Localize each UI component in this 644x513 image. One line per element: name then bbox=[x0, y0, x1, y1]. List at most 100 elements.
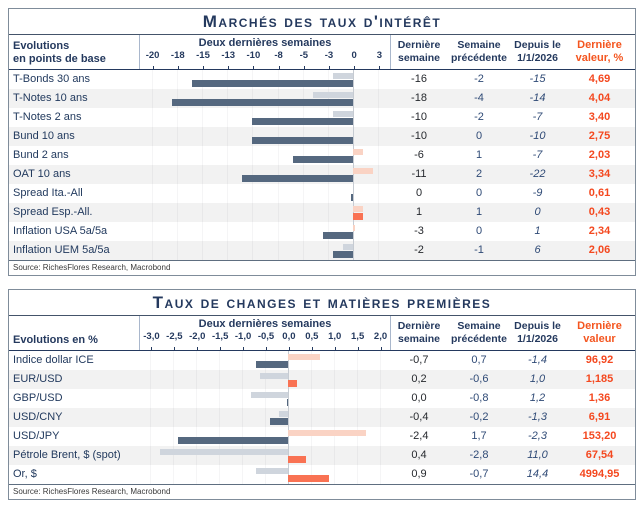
previous-week-value: -0,8 bbox=[469, 392, 489, 404]
previous-week-bar bbox=[343, 243, 354, 250]
axis-ticks: -20 -18 -15 -13 -10 -8 -5 -3 0 3 bbox=[140, 50, 390, 69]
row-bar-chart bbox=[139, 241, 391, 260]
last-week-value: -2 bbox=[414, 244, 424, 256]
last-week-bar bbox=[286, 398, 288, 406]
last-value: 67,54 bbox=[585, 449, 614, 461]
row-label: GBP/USD bbox=[13, 392, 63, 404]
last-week-value: -3 bbox=[414, 225, 424, 237]
previous-week-value: 0 bbox=[475, 187, 483, 199]
table-row: T-Bonds 30 ans -16 -2 -15 4,69 bbox=[9, 70, 635, 89]
axis-tick-mark bbox=[379, 66, 381, 69]
axis-tick-label: 0,5 bbox=[305, 331, 319, 342]
axis-tick-mark bbox=[266, 347, 267, 350]
since-jan-value: -10 bbox=[529, 130, 546, 142]
previous-week-bar bbox=[353, 205, 364, 212]
since-jan-value: -9 bbox=[532, 187, 543, 199]
table-row: Inflation UEM 5a/5a -2 -1 6 2,06 bbox=[9, 241, 635, 260]
table-header: Evolutions en % Deux dernières semaines … bbox=[9, 316, 635, 351]
previous-week-value: -4 bbox=[474, 92, 484, 104]
last-week-value: 0,9 bbox=[411, 468, 427, 480]
last-value: 4994,95 bbox=[579, 468, 620, 480]
axis-tick-label: -10 bbox=[246, 50, 261, 61]
since-jan-value: 6 bbox=[534, 244, 541, 256]
previous-week-bar bbox=[287, 429, 366, 436]
table-rows: T-Bonds 30 ans -16 -2 -15 4,69 T-Notes 10 ans… bbox=[9, 70, 635, 260]
column-header-ytd: Depuis le 1/1/2026 bbox=[514, 320, 561, 345]
last-value: 1,185 bbox=[585, 373, 614, 385]
last-week-value: 1 bbox=[415, 206, 423, 218]
last-week-bar bbox=[255, 360, 288, 368]
axis-tick-mark bbox=[152, 66, 154, 69]
table-row: Bund 10 ans -10 0 -10 2,75 bbox=[9, 127, 635, 146]
table-row: Indice dollar ICE -0,7 0,7 -1,4 96,92 bbox=[9, 351, 635, 370]
axis-tick-label: -20 bbox=[145, 50, 160, 61]
axis-tick-mark bbox=[253, 66, 255, 69]
previous-week-value: 1 bbox=[475, 149, 483, 161]
last-value: 3,34 bbox=[588, 168, 611, 180]
previous-week-bar bbox=[255, 467, 288, 474]
last-value: 3,40 bbox=[588, 111, 611, 123]
row-label: Inflation UEM 5a/5a bbox=[13, 244, 110, 256]
last-week-bar bbox=[353, 212, 364, 220]
axis-tick-mark bbox=[334, 347, 336, 350]
row-bar-chart bbox=[139, 108, 391, 127]
row-label: Inflation USA 5a/5a bbox=[13, 225, 108, 237]
last-value: 6,91 bbox=[588, 411, 611, 423]
row-bar-chart bbox=[139, 351, 391, 370]
table-row: Spread Ita.-All 0 0 -9 0,61 bbox=[9, 184, 635, 203]
row-bar-chart bbox=[139, 184, 391, 203]
last-value: 2,75 bbox=[588, 130, 611, 142]
last-week-bar bbox=[269, 417, 288, 425]
since-jan-value: 0 bbox=[534, 206, 541, 218]
table-row: Pétrole Brent, $ (spot) 0,4 -2,8 11,0 67,54 bbox=[9, 446, 635, 465]
table-row: Inflation USA 5a/5a -3 0 1 2,34 bbox=[9, 222, 635, 241]
axis-tick-label: 2,0 bbox=[373, 331, 388, 342]
unit-label: Evolutions en points de base bbox=[9, 35, 139, 69]
previous-week-bar bbox=[312, 91, 354, 98]
row-bar-chart bbox=[139, 146, 391, 165]
since-jan-value: 1,2 bbox=[529, 392, 546, 404]
axis-header: Deux dernières semaines -20 -18 -15 -13 -10-… bbox=[139, 35, 391, 69]
previous-week-bar bbox=[251, 391, 288, 398]
axis-tick-label: -5 bbox=[299, 50, 309, 61]
axis-tick-label: -18 bbox=[170, 50, 185, 61]
since-jan-value: 1 bbox=[534, 225, 541, 237]
axis-tick-mark bbox=[380, 347, 382, 350]
axis-header: Deux dernières semaines -3,0 -2,5 -2,0 -1,5… bbox=[139, 316, 391, 350]
since-jan-value: -1,3 bbox=[528, 411, 547, 423]
since-jan-value: -1,4 bbox=[528, 354, 547, 366]
last-value: 4,69 bbox=[588, 73, 611, 85]
table-row: EUR/USD 0,2 -0,6 1,0 1,185 bbox=[9, 370, 635, 389]
row-bar-chart bbox=[139, 408, 391, 427]
last-value: 0,61 bbox=[588, 187, 611, 199]
row-label: Pétrole Brent, $ (spot) bbox=[13, 449, 121, 461]
last-week-value: 0,0 bbox=[411, 392, 427, 404]
axis-tick-label: -15 bbox=[196, 50, 210, 61]
column-header-prev-week: Semaine précédente bbox=[450, 320, 508, 345]
row-bar-chart bbox=[139, 70, 391, 89]
column-header-last-week: Dernière semaine bbox=[397, 320, 441, 345]
last-week-value: -6 bbox=[414, 149, 424, 161]
axis-tick-label: -13 bbox=[221, 50, 236, 61]
last-week-value: -10 bbox=[411, 111, 427, 123]
axis-tick-mark bbox=[243, 347, 245, 350]
previous-week-value: 1,7 bbox=[471, 430, 487, 442]
axis-tick-mark bbox=[303, 66, 305, 69]
last-week-value: -10 bbox=[411, 130, 427, 142]
panel-title-interest-rates: Marchés des taux d'intérêt bbox=[9, 9, 635, 35]
axis-tick-mark bbox=[329, 66, 330, 69]
axis-tick-label: -1,5 bbox=[211, 331, 229, 342]
column-header-ytd: Depuis le 1/1/2026 bbox=[514, 39, 561, 64]
row-label: OAT 10 ans bbox=[13, 168, 71, 180]
previous-week-value: -1 bbox=[474, 244, 484, 256]
row-bar-chart bbox=[139, 222, 391, 241]
unit-label: Evolutions en % bbox=[9, 316, 139, 350]
table-row: Bund 2 ans -6 1 -7 2,03 bbox=[9, 146, 635, 165]
unit-label-line1: Evolutions en % bbox=[13, 334, 98, 347]
last-value: 2,03 bbox=[588, 149, 611, 161]
previous-week-value: -0,7 bbox=[469, 468, 489, 480]
axis-tick-mark bbox=[228, 66, 230, 69]
row-label: Spread Ita.-All bbox=[13, 187, 83, 199]
previous-week-value: 0 bbox=[475, 130, 483, 142]
previous-week-bar bbox=[278, 410, 288, 417]
